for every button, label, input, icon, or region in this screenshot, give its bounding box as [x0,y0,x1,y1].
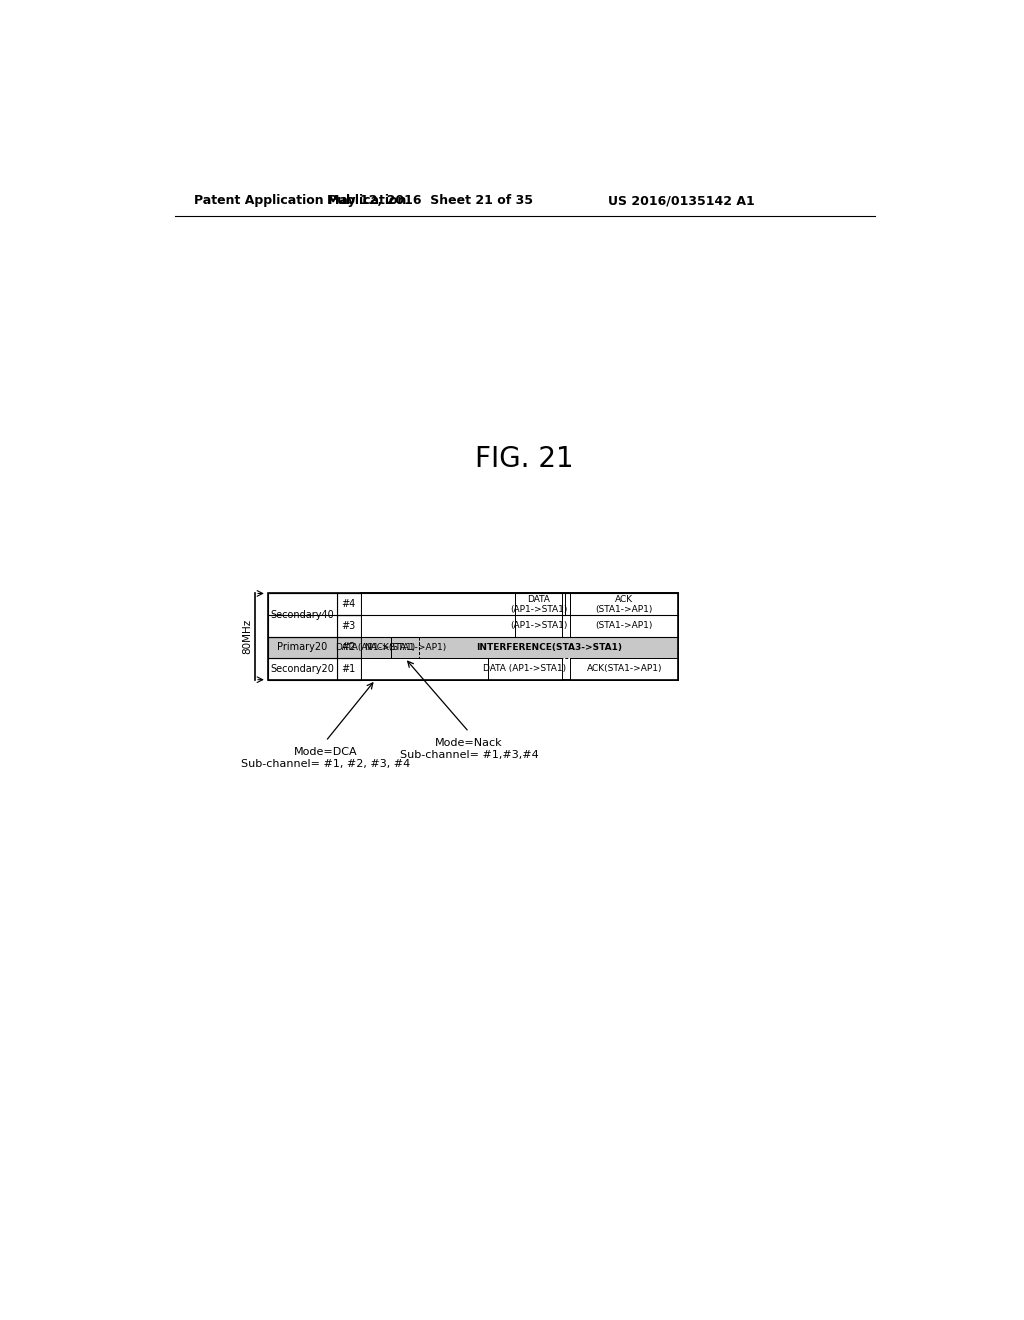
Text: #1: #1 [342,664,356,675]
Bar [337,594,360,615]
Bar [337,636,360,659]
Text: Secondary20: Secondary20 [270,664,334,675]
Text: Primary20: Primary20 [278,643,328,652]
Text: US 2016/0135142 A1: US 2016/0135142 A1 [608,194,756,207]
Bar [419,636,678,659]
Text: ACK
(STA1->AP1): ACK (STA1->AP1) [596,594,653,614]
Text: 80MHz: 80MHz [243,619,252,655]
Bar [570,594,678,615]
Bar [570,659,678,680]
Bar [267,659,337,680]
Text: NACK(STA1->AP1): NACK(STA1->AP1) [364,643,446,652]
Bar [391,636,419,659]
Bar [515,594,562,615]
Text: (AP1->STA1): (AP1->STA1) [510,622,567,630]
Text: Mode=Nack
Sub-channel= #1,#3,#4: Mode=Nack Sub-channel= #1,#3,#4 [399,738,539,760]
Text: Patent Application Publication: Patent Application Publication [194,194,407,207]
Bar [267,636,337,659]
Bar [267,636,678,659]
Bar [267,594,678,680]
Bar [360,636,391,659]
Text: DATA(AP1->STA1): DATA(AP1->STA1) [336,643,416,652]
Text: #3: #3 [342,620,356,631]
Bar [360,594,515,615]
Bar [515,615,562,636]
Text: DATA (AP1->STA1): DATA (AP1->STA1) [483,664,566,673]
Bar [337,659,360,680]
Bar [360,615,515,636]
Text: FIG. 21: FIG. 21 [475,445,574,473]
Bar [267,594,337,636]
Bar [565,594,570,615]
Text: (STA1->AP1): (STA1->AP1) [596,622,653,630]
Bar [360,659,487,680]
Bar [487,659,562,680]
Text: May 12, 2016  Sheet 21 of 35: May 12, 2016 Sheet 21 of 35 [328,194,534,207]
Text: #2: #2 [342,643,356,652]
Text: #4: #4 [342,599,356,610]
Bar [337,615,360,636]
Bar [360,594,678,680]
Bar [570,615,678,636]
Text: Mode=DCA
Sub-channel= #1, #2, #3, #4: Mode=DCA Sub-channel= #1, #2, #3, #4 [241,747,411,770]
Text: DATA
(AP1->STA1): DATA (AP1->STA1) [510,594,567,614]
Text: ACK(STA1->AP1): ACK(STA1->AP1) [587,664,662,673]
Text: INTERFERENCE(STA3->STA1): INTERFERENCE(STA3->STA1) [476,643,622,652]
Text: Secondary40: Secondary40 [270,610,334,620]
